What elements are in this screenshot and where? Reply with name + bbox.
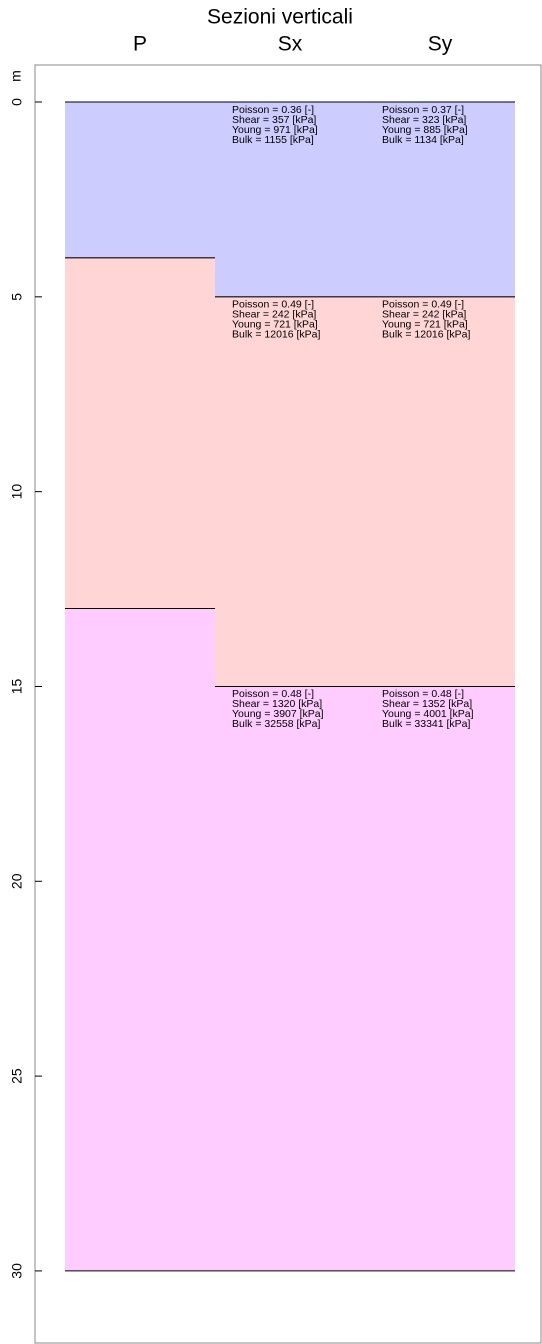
y-tick-label: 5 [9,293,25,301]
column-header: Sy [428,33,453,56]
layer-property: Poisson = 0.48 [-] [232,688,314,700]
layer [65,608,215,1271]
layer [365,686,515,1271]
layer-property: Bulk = 33341 [kPa] [382,718,471,730]
layer [65,102,215,258]
layer [215,686,365,1271]
layer-property: Shear = 1320 [kPa] [232,698,322,710]
layer-property: Young = 721 [kPa] [382,319,468,331]
y-tick-label: 25 [9,1068,25,1084]
layer-property: Poisson = 0.49 [-] [382,299,464,311]
layer-property: Bulk = 12016 [kPa] [232,329,321,341]
layer [365,296,515,687]
y-axis-label: m [8,70,24,82]
column-header: Sx [278,33,303,56]
y-tick-label: 10 [9,484,25,500]
y-tick-label: 30 [9,1263,25,1279]
layer-property: Shear = 323 [kPa] [382,114,466,126]
layer-property: Poisson = 0.36 [-] [232,104,314,116]
layer-property: Bulk = 32558 [kPa] [232,718,321,730]
layer-property: Young = 971 [kPa] [232,124,318,136]
y-tick-label: 0 [9,98,25,106]
layer-property: Poisson = 0.37 [-] [382,104,464,116]
layer-property: Young = 885 [kPa] [382,124,468,136]
layer-property: Shear = 242 [kPa] [232,309,316,321]
layer-property: Bulk = 1155 [kPa] [232,134,314,146]
layer [365,102,515,297]
y-tick-label: 15 [9,678,25,694]
layer-property: Poisson = 0.49 [-] [232,299,314,311]
layer [215,296,365,687]
chart-title: Sezioni verticali [207,6,353,29]
layer [65,257,215,609]
layer-property: Shear = 1352 [kPa] [382,698,472,710]
layer-property: Shear = 242 [kPa] [382,309,466,321]
layer-property: Bulk = 1134 [kPa] [382,134,464,146]
layer-property: Young = 3907 [kPa] [232,708,324,720]
layer-property: Shear = 357 [kPa] [232,114,316,126]
column-header: P [133,33,147,56]
layer-property: Young = 721 [kPa] [232,319,318,331]
layer [215,102,365,297]
y-tick-label: 20 [9,873,25,889]
layer-property: Poisson = 0.48 [-] [382,688,464,700]
plot-frame [34,64,542,1344]
layer-property: Bulk = 12016 [kPa] [382,329,471,341]
layer-property: Young = 4001 [kPa] [382,708,474,720]
